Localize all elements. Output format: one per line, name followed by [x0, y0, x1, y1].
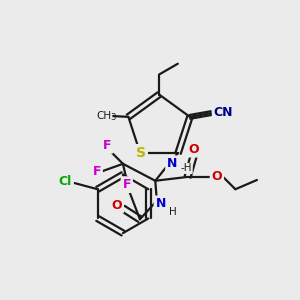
- Text: CH: CH: [96, 111, 111, 121]
- Text: 3: 3: [111, 113, 116, 122]
- Text: S: S: [136, 146, 146, 160]
- Text: F: F: [123, 178, 131, 191]
- Text: O: O: [112, 199, 122, 212]
- Text: F: F: [92, 165, 101, 178]
- Text: N: N: [167, 157, 177, 170]
- Text: H: H: [169, 207, 177, 217]
- Text: O: O: [212, 169, 222, 183]
- Text: O: O: [188, 143, 199, 156]
- Text: Cl: Cl: [58, 175, 72, 188]
- Text: -H: -H: [181, 164, 192, 173]
- Text: F: F: [103, 139, 112, 152]
- Text: CN: CN: [214, 106, 233, 119]
- Text: N: N: [155, 197, 166, 210]
